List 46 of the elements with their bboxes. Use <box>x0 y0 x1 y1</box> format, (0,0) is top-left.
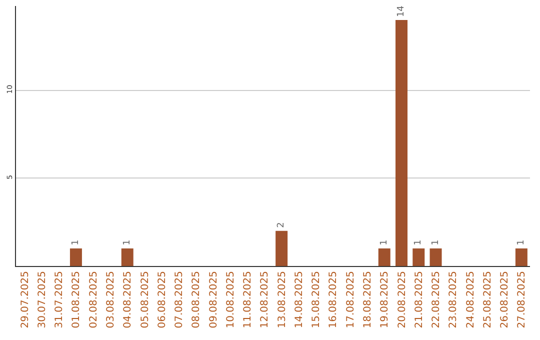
x-tick-label: 18.08.2025 <box>362 271 374 328</box>
data-label: 1 <box>70 240 81 246</box>
data-label: 1 <box>516 240 526 246</box>
x-tick-label: 26.08.2025 <box>500 271 511 328</box>
x-tick-label: 31.07.2025 <box>54 271 66 328</box>
bar <box>70 248 82 266</box>
x-tick-label: 11.08.2025 <box>242 271 254 328</box>
x-tick-label: 09.08.2025 <box>208 271 220 328</box>
x-tick-label: 19.08.2025 <box>380 271 391 328</box>
x-tick-label: 03.08.2025 <box>105 271 116 328</box>
x-tick-label: 23.08.2025 <box>448 271 460 328</box>
x-tick-label: 05.08.2025 <box>140 271 151 328</box>
data-label: 2 <box>276 222 287 228</box>
bar <box>430 248 442 266</box>
x-tick-label: 30.07.2025 <box>36 271 48 328</box>
bar <box>515 248 528 266</box>
x-tick-label: 22.08.2025 <box>431 271 442 328</box>
x-tick-label: 21.08.2025 <box>414 271 425 328</box>
x-tick-label: 17.08.2025 <box>345 271 356 328</box>
data-label: 1 <box>379 240 390 246</box>
x-tick-label: 24.08.2025 <box>465 271 476 328</box>
x-tick-label: 14.08.2025 <box>294 271 305 328</box>
bar <box>121 248 134 266</box>
x-tick-label: 15.08.2025 <box>311 271 322 328</box>
x-tick-label: 29.07.2025 <box>20 271 31 328</box>
x-tick-label: 04.08.2025 <box>122 271 134 328</box>
data-label: 1 <box>122 240 132 246</box>
x-tick-label: 07.08.2025 <box>174 271 186 328</box>
data-label: 14 <box>396 5 406 18</box>
x-tick-label: 13.08.2025 <box>276 271 288 328</box>
data-label: 1 <box>430 240 441 246</box>
bar <box>276 230 288 266</box>
data-label: 1 <box>414 240 424 246</box>
x-tick-label: 16.08.2025 <box>328 271 340 328</box>
x-tick-label: 08.08.2025 <box>191 271 202 328</box>
x-tick-label: 02.08.2025 <box>88 271 100 328</box>
x-tick-label: 01.08.2025 <box>71 271 82 328</box>
bar <box>396 20 408 266</box>
x-tick-label: 10.08.2025 <box>225 271 236 328</box>
x-tick-label: 06.08.2025 <box>156 271 168 328</box>
bar <box>378 248 390 266</box>
x-tick-label: 12.08.2025 <box>260 271 271 328</box>
x-tick-label: 27.08.2025 <box>516 271 528 328</box>
x-tick-label: 20.08.2025 <box>396 271 408 328</box>
bar <box>412 248 425 266</box>
x-tick-label: 25.08.2025 <box>482 271 494 328</box>
